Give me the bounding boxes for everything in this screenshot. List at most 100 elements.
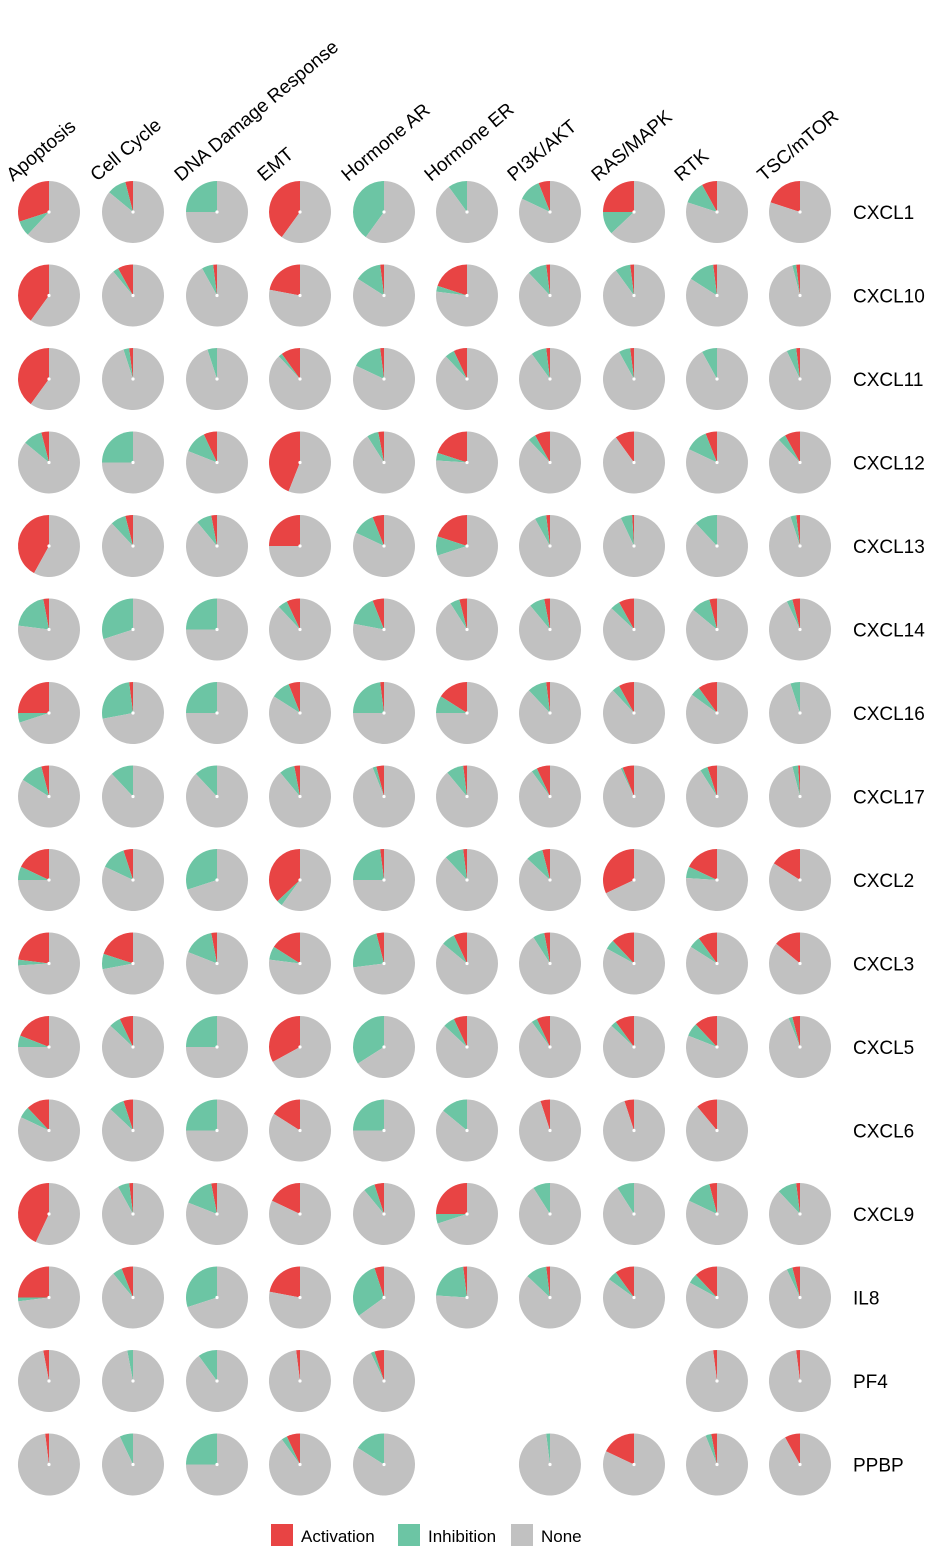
pie-center-dot bbox=[47, 1212, 51, 1216]
pie-cxcl12-pi3k-akt bbox=[518, 431, 581, 494]
slice-inhibition bbox=[113, 268, 133, 296]
slice-inhibition bbox=[527, 1266, 550, 1298]
pie-center-dot bbox=[548, 1212, 552, 1216]
slice-activation bbox=[437, 431, 467, 463]
pie-center-dot bbox=[798, 377, 802, 381]
pie-cxcl2-rtk bbox=[685, 849, 748, 911]
slice-inhibition bbox=[693, 599, 717, 630]
pie-center-dot bbox=[215, 293, 219, 298]
slice-activation bbox=[271, 1183, 300, 1214]
pie-center-dot bbox=[382, 1295, 386, 1300]
pie-center-dot bbox=[298, 210, 302, 214]
slice-activation bbox=[376, 932, 384, 964]
slice-inhibition bbox=[527, 849, 550, 880]
slice-inhibition bbox=[17, 1297, 49, 1302]
slice-activation bbox=[374, 1266, 384, 1298]
pie-cxcl1-cell-cycle bbox=[101, 181, 164, 243]
pie-center-dot bbox=[715, 210, 719, 214]
slice-inhibition bbox=[535, 515, 550, 546]
pie-cxcl12-hormone-er bbox=[435, 431, 498, 494]
pie-cxcl14-dna-damage-response bbox=[186, 598, 248, 661]
pie-cxcl16-hormone-ar bbox=[353, 681, 415, 744]
pie-pf4-rtk bbox=[685, 1350, 748, 1412]
slice-activation bbox=[269, 431, 300, 492]
row-label-cxcl6: CXCL6 bbox=[853, 1122, 914, 1143]
slice-inhibition bbox=[531, 768, 550, 797]
pie-center-dot bbox=[298, 460, 302, 465]
pie-center-dot bbox=[382, 1212, 386, 1216]
pie-center-dot bbox=[298, 1045, 302, 1049]
slice-activation bbox=[463, 765, 467, 797]
slice-inhibition bbox=[278, 353, 300, 379]
column-label-dna-damage-response: DNA Damage Response bbox=[171, 37, 343, 186]
pie-cxcl1-emt bbox=[269, 181, 332, 243]
pie-ppbp-apoptosis bbox=[17, 1433, 80, 1496]
pie-center-dot bbox=[632, 1212, 636, 1216]
slice-activation bbox=[538, 181, 550, 212]
pie-center-dot bbox=[548, 627, 552, 632]
slice-inhibition bbox=[102, 431, 133, 463]
pie-cxcl13-hormone-ar bbox=[352, 515, 415, 578]
slice-activation bbox=[713, 264, 717, 296]
slice-inhibition bbox=[690, 938, 717, 964]
pie-cxcl11-ras-mapk bbox=[602, 348, 665, 411]
slice-activation bbox=[288, 682, 300, 713]
column-label-rtk: RTK bbox=[671, 145, 714, 186]
pie-center-dot bbox=[798, 544, 802, 548]
pie-center-dot bbox=[47, 794, 51, 799]
slice-activation bbox=[203, 431, 217, 463]
pie-center-dot bbox=[215, 377, 219, 381]
slice-inhibition bbox=[118, 1183, 133, 1214]
slice-activation bbox=[118, 264, 133, 296]
column-label-emt: EMT bbox=[254, 144, 299, 186]
pie-ppbp-ras-mapk bbox=[602, 1433, 665, 1496]
slice-activation bbox=[43, 1350, 49, 1381]
pie-cxcl16-ras-mapk bbox=[602, 682, 665, 744]
slice-activation bbox=[125, 181, 133, 212]
slice-inhibition bbox=[788, 1016, 800, 1047]
pie-cxcl1-tsc-mtor bbox=[769, 181, 832, 243]
slice-inhibition bbox=[123, 348, 133, 379]
legend-swatch-none bbox=[511, 1524, 533, 1546]
slice-inhibition bbox=[790, 682, 800, 713]
slice-inhibition bbox=[352, 933, 384, 968]
pie-ppbp-cell-cycle bbox=[101, 1433, 164, 1496]
pie-center-dot bbox=[465, 878, 469, 882]
slice-inhibition bbox=[370, 1351, 384, 1381]
pie-center-dot bbox=[47, 1128, 51, 1133]
slice-inhibition bbox=[436, 536, 467, 556]
slice-inhibition bbox=[119, 1433, 133, 1465]
pie-center-dot bbox=[298, 1379, 302, 1383]
slice-inhibition bbox=[186, 1016, 217, 1047]
pie-cxcl17-hormone-er bbox=[435, 765, 498, 828]
pie-cxcl12-dna-damage-response bbox=[186, 431, 249, 494]
pie-center-dot bbox=[298, 627, 302, 632]
pie-cxcl16-rtk bbox=[686, 682, 749, 744]
slice-inhibition bbox=[445, 849, 467, 880]
slice-activation bbox=[463, 848, 467, 880]
slice-inhibition bbox=[188, 933, 217, 964]
pie-il8-pi3k-akt bbox=[518, 1266, 581, 1329]
slice-inhibition bbox=[353, 181, 384, 238]
pie-ppbp-hormone-ar bbox=[353, 1433, 416, 1496]
pie-cxcl17-ras-mapk bbox=[602, 765, 665, 828]
slice-activation bbox=[792, 598, 800, 630]
slice-inhibition bbox=[611, 602, 634, 630]
slice-activation bbox=[605, 1433, 634, 1465]
slice-inhibition bbox=[448, 181, 467, 212]
pie-center-dot bbox=[548, 711, 552, 715]
slice-inhibition bbox=[280, 766, 300, 797]
pie-cxcl9-pi3k-akt bbox=[519, 1183, 582, 1245]
legend-swatch-activation bbox=[271, 1524, 293, 1546]
slice-none bbox=[272, 1016, 331, 1078]
pie-center-dot bbox=[465, 1045, 469, 1049]
column-label-tsc-mtor: TSC/mTOR bbox=[754, 106, 843, 186]
slice-activation bbox=[796, 515, 800, 546]
pie-center-dot bbox=[215, 627, 219, 632]
slice-inhibition bbox=[530, 599, 550, 630]
pie-center-dot bbox=[715, 544, 719, 548]
pie-cxcl1-hormone-ar bbox=[353, 181, 416, 243]
slice-inhibition bbox=[127, 1350, 133, 1381]
slice-activation bbox=[211, 515, 217, 546]
slice-activation bbox=[17, 515, 49, 574]
